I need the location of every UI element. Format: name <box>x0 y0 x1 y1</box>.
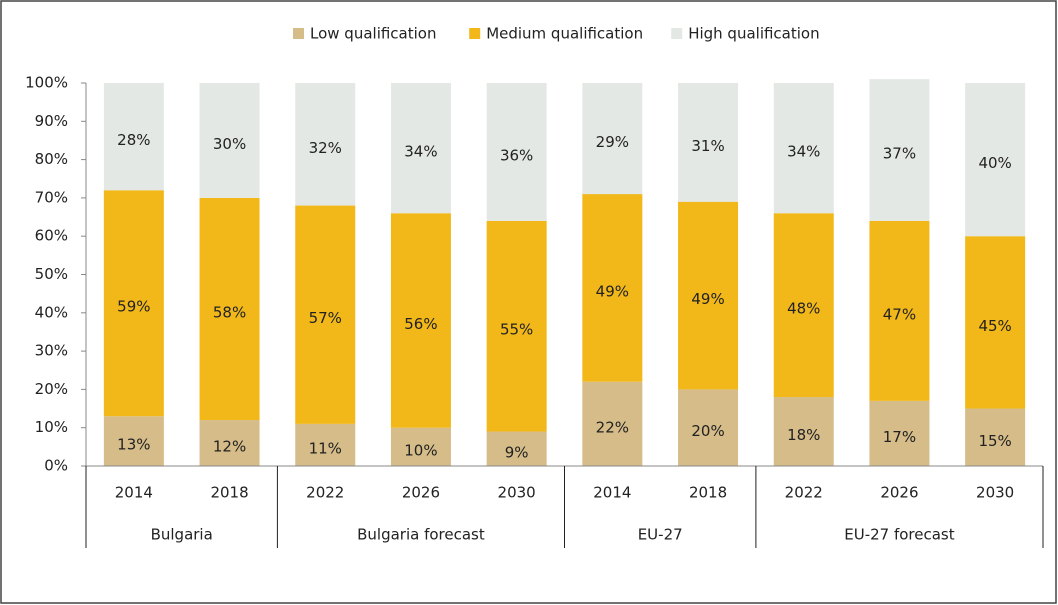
y-tick-label: 10% <box>35 418 68 436</box>
x-tick-label: 2030 <box>498 484 536 502</box>
y-tick-label: 30% <box>35 342 68 360</box>
data-label: 13% <box>117 436 150 454</box>
x-tick-label: 2026 <box>880 484 918 502</box>
legend-label: Low qualification <box>310 25 436 43</box>
x-tick-label: 2018 <box>210 484 248 502</box>
data-label: 48% <box>787 300 820 318</box>
y-tick-label: 50% <box>35 265 68 283</box>
data-label: 22% <box>596 418 629 436</box>
bar-segment <box>390 213 451 428</box>
data-label: 30% <box>213 135 246 153</box>
bar-segment <box>295 83 356 206</box>
bar-segment <box>582 381 643 466</box>
bar-segment <box>678 389 739 466</box>
bar-segment <box>199 420 260 466</box>
x-tick-label: 2022 <box>785 484 823 502</box>
bar-segment <box>103 416 164 466</box>
data-label: 34% <box>404 143 437 161</box>
data-label: 36% <box>500 146 533 164</box>
x-tick-label: 2030 <box>976 484 1014 502</box>
data-label: 20% <box>691 422 724 440</box>
bar-segment <box>678 83 739 202</box>
data-label: 49% <box>691 290 724 308</box>
group-label: EU-27 <box>638 526 683 544</box>
bar-segment <box>773 83 834 214</box>
bar-segment <box>295 423 356 466</box>
data-label: 49% <box>596 282 629 300</box>
y-tick-label: 70% <box>35 188 68 206</box>
x-tick-label: 2026 <box>402 484 440 502</box>
x-tick-label: 2014 <box>115 484 153 502</box>
data-label: 17% <box>883 428 916 446</box>
bar-segment <box>582 83 643 195</box>
bar-segment <box>390 427 451 466</box>
bar-segment <box>390 83 451 214</box>
bar-segment <box>486 83 547 221</box>
data-label: 15% <box>978 432 1011 450</box>
bar-segment <box>486 431 547 466</box>
data-label: 59% <box>117 298 150 316</box>
bar-segment <box>486 220 547 432</box>
bar-segment <box>103 190 164 417</box>
data-label: 32% <box>309 139 342 157</box>
bar-segment <box>869 220 930 401</box>
y-tick-label: 20% <box>35 380 68 398</box>
data-label: 40% <box>978 154 1011 172</box>
data-label: 11% <box>309 439 342 457</box>
bar-segment <box>199 197 260 421</box>
y-tick-label: 90% <box>35 112 68 130</box>
data-label: 56% <box>404 315 437 333</box>
bar-segment <box>869 400 930 466</box>
data-label: 18% <box>787 426 820 444</box>
data-label: 12% <box>213 438 246 456</box>
bar-segment <box>103 83 164 191</box>
y-tick-label: 0% <box>44 457 68 475</box>
x-tick-label: 2014 <box>593 484 631 502</box>
data-label: 29% <box>596 133 629 151</box>
bar-segment <box>869 79 930 221</box>
group-label: EU-27 forecast <box>844 526 955 544</box>
data-label: 47% <box>883 305 916 323</box>
data-label: 9% <box>505 443 529 461</box>
data-label: 28% <box>117 131 150 149</box>
bar-segment <box>965 236 1026 409</box>
data-label: 31% <box>691 137 724 155</box>
legend-label: Medium qualification <box>486 25 643 43</box>
data-label: 55% <box>500 321 533 339</box>
data-label: 10% <box>404 441 437 459</box>
bar-segment <box>965 83 1026 237</box>
bar-segment <box>773 213 834 398</box>
x-tick-label: 2022 <box>306 484 344 502</box>
bar-segment <box>199 83 260 198</box>
y-tick-label: 100% <box>25 74 68 92</box>
group-label: Bulgaria <box>151 526 213 544</box>
bar-segment <box>773 397 834 466</box>
y-tick-label: 80% <box>35 150 68 168</box>
data-label: 45% <box>978 317 1011 335</box>
legend-swatch <box>671 28 683 39</box>
bar-segment <box>295 205 356 424</box>
x-tick-label: 2018 <box>689 484 727 502</box>
legend-swatch <box>293 28 304 39</box>
bar-segment <box>582 194 643 382</box>
y-tick-label: 40% <box>35 303 68 321</box>
bar-segment <box>678 201 739 390</box>
data-label: 57% <box>309 309 342 327</box>
bar-segment <box>965 408 1026 466</box>
data-label: 34% <box>787 143 820 161</box>
legend-label: High qualification <box>688 25 819 43</box>
data-label: 37% <box>883 145 916 163</box>
group-label: Bulgaria forecast <box>357 526 485 544</box>
data-label: 58% <box>213 303 246 321</box>
y-tick-label: 60% <box>35 227 68 245</box>
legend-swatch <box>469 28 481 39</box>
